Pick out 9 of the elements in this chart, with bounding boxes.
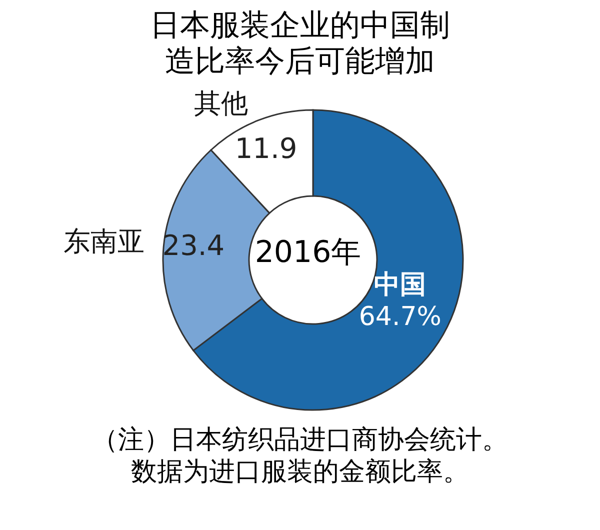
text: （注）日本纺织品进口商协会统计。数据为进口服装的金额比率。 bbox=[91, 424, 509, 488]
text: 2016年 bbox=[254, 235, 362, 271]
data-label: 23.4 bbox=[162, 228, 225, 262]
slice-label: 中国 bbox=[374, 270, 426, 300]
data-label: 64.7% bbox=[358, 302, 442, 332]
slice-label: 东南亚 bbox=[64, 226, 145, 258]
chart-title: 日本服装企业的中国制造比率今后可能增加 bbox=[149, 8, 451, 80]
data-label: 11.9 bbox=[234, 132, 298, 165]
slice-label: 其他 bbox=[194, 88, 248, 120]
